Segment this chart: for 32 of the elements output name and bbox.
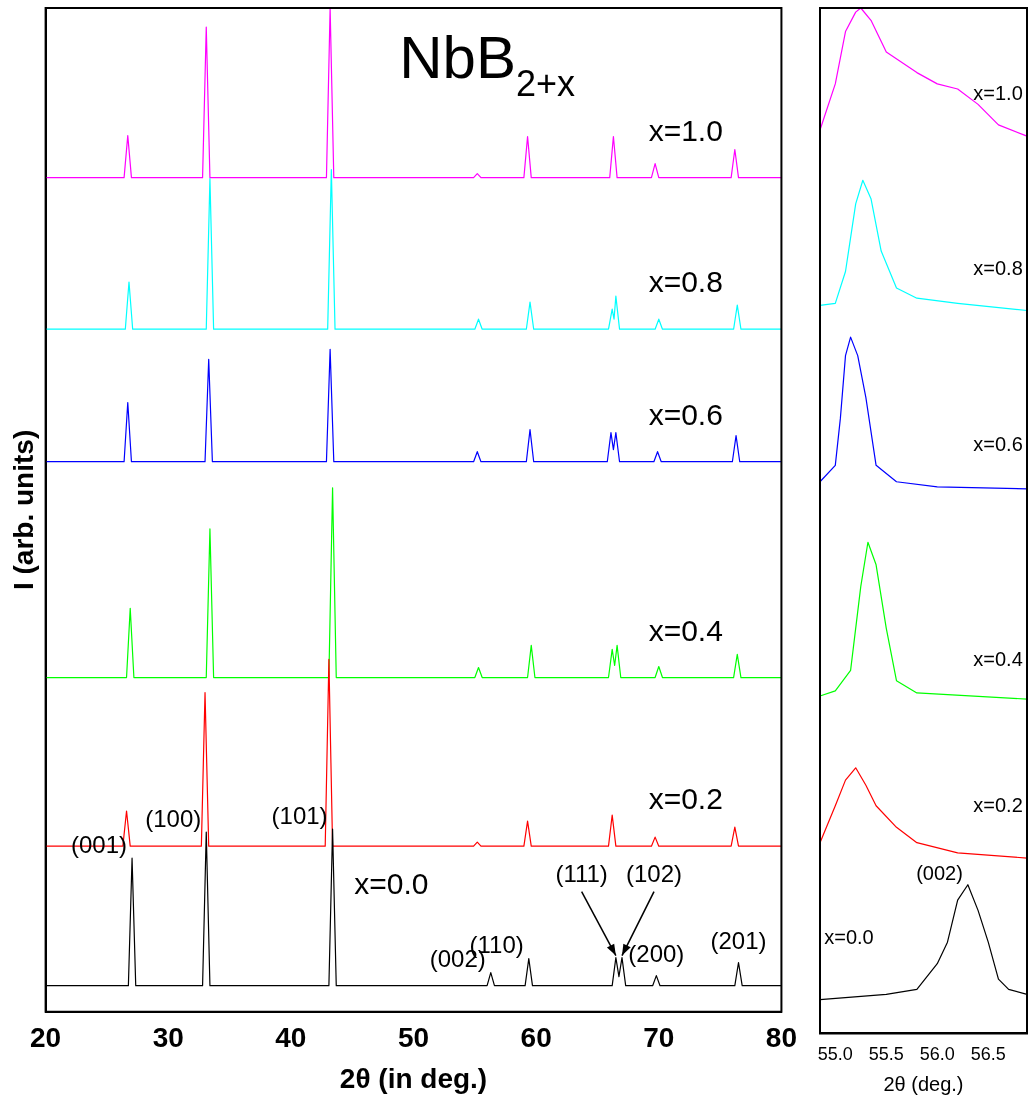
x-tick-label: 20 [30, 1022, 62, 1054]
series-label: x=0.6 [648, 397, 723, 431]
series-label: x=0.0 [354, 866, 429, 900]
annotation: (100) [145, 804, 202, 832]
series-label: x=1.0 [973, 81, 1023, 104]
series-label: x=0.2 [973, 794, 1023, 817]
series-label: x=0.2 [648, 782, 723, 816]
series-label: x=0.8 [648, 265, 723, 299]
annotation: (102) [626, 860, 683, 888]
series-label: x=0.6 [973, 433, 1023, 456]
x-tick-label: 56.0 [919, 1044, 955, 1065]
annotation: (111) [555, 860, 608, 888]
x-tick-label: 56.5 [970, 1044, 1006, 1065]
x-tick-label: 50 [397, 1022, 430, 1054]
y-axis-title: I (arb. units) [7, 429, 39, 591]
text: x=0.0 [824, 925, 874, 948]
series-label: x=0.8 [973, 256, 1023, 279]
x-tick-label: 55.0 [817, 1044, 853, 1065]
annotation: (002) [916, 862, 963, 885]
x-tick-label: 30 [152, 1022, 184, 1054]
x-tick-label: 70 [643, 1022, 675, 1054]
x-tick-label: 60 [520, 1022, 552, 1054]
x-tick-label: 55.5 [868, 1044, 904, 1065]
x-axis-title: 2θ (in deg.) [339, 1062, 488, 1094]
series-label: x=0.4 [973, 647, 1023, 670]
series-label: x=1.0 [648, 113, 723, 147]
x-tick-label: 40 [275, 1022, 307, 1054]
x-tick-label: 80 [765, 1022, 798, 1054]
x-axis-title: 2θ (deg.) [883, 1072, 964, 1095]
annotation: (200) [628, 940, 685, 968]
annotation: (201) [710, 927, 767, 955]
series-label: x=0.4 [648, 613, 723, 647]
